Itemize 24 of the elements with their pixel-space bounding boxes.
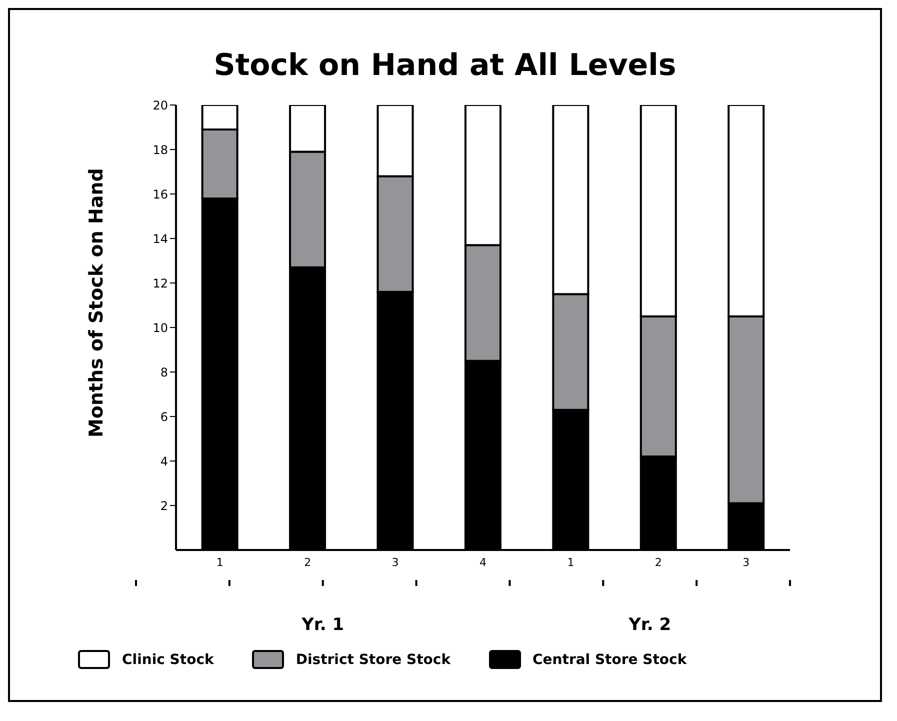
y-tick-label: 16 [152,187,168,202]
y-tick-label: 6 [160,410,168,424]
x-tick-label: 4 [480,556,486,569]
y-axis-title: Months of Stock on Hand [86,168,108,438]
y-tick-label: 10 [152,320,168,335]
x-tick-label: 3 [392,556,399,569]
x-tick-label: 1 [567,556,574,569]
y-tick-label: 20 [152,98,168,112]
y-tick-label: 2 [160,498,168,513]
x-tick-label: 2 [654,556,662,569]
legend-label: Clinic Stock [122,652,214,668]
legend-label: Central Store Stock [532,652,687,668]
x-tick-label: 1 [216,556,224,569]
legend-label: District Store Stock [296,652,451,668]
text: Yr. 1 [300,615,344,635]
y-tick-label: 18 [152,142,168,157]
x-tick-label: 3 [742,556,750,569]
y-tick-label: 8 [160,365,168,380]
y-tick-label: 14 [152,232,168,246]
text: Yr. 2 [628,615,672,635]
x-tick-label: 2 [304,556,312,569]
chart-title: Stock on Hand at All Levels [212,48,678,83]
y-tick-label: 4 [160,454,168,468]
y-tick-label: 12 [152,276,168,290]
